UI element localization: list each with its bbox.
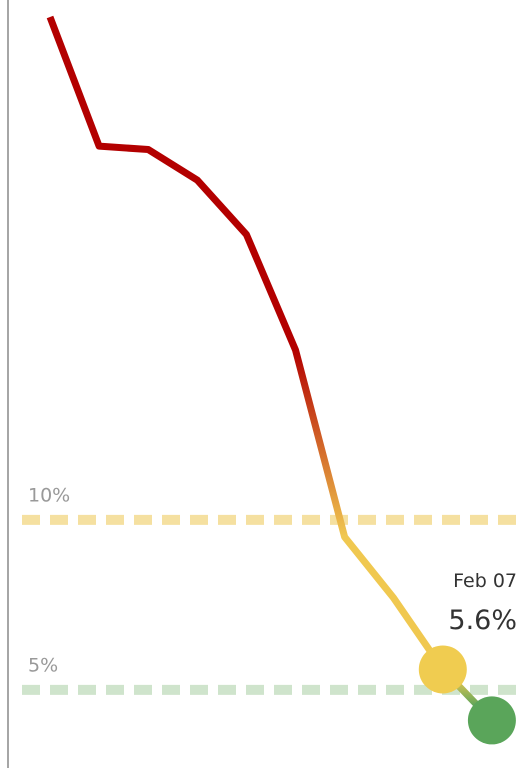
reference-label: 10% — [28, 484, 70, 506]
annotation-value: 5.6% — [448, 605, 517, 636]
annotation-date: Feb 07 — [453, 570, 517, 592]
point-marker — [418, 645, 467, 694]
point-marker — [467, 696, 516, 745]
line — [46, 15, 495, 723]
reference-label: 5% — [28, 654, 58, 676]
